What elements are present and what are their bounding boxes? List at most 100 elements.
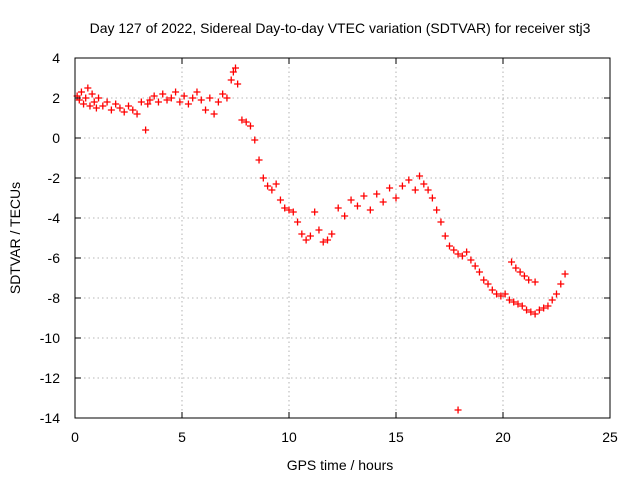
data-point xyxy=(512,264,520,272)
x-tick-label: 15 xyxy=(388,429,404,445)
data-point xyxy=(125,102,132,110)
data-point xyxy=(90,98,98,106)
data-point xyxy=(544,302,552,310)
y-tick-label: 0 xyxy=(52,130,60,146)
axis-ticks xyxy=(74,57,611,419)
data-point xyxy=(202,106,210,114)
data-point xyxy=(531,310,539,318)
data-points xyxy=(73,64,569,414)
data-point xyxy=(120,108,128,116)
data-point xyxy=(553,290,560,298)
x-tick-labels: 0 5 10 15 20 25 xyxy=(71,429,618,445)
data-point xyxy=(428,194,436,202)
data-point xyxy=(219,90,227,98)
data-point xyxy=(475,268,483,276)
data-point xyxy=(289,208,297,216)
data-point xyxy=(433,206,441,214)
data-point xyxy=(232,64,239,72)
grid xyxy=(75,58,610,418)
data-point xyxy=(77,88,85,96)
data-point xyxy=(353,202,361,210)
data-point xyxy=(264,182,272,190)
data-point xyxy=(311,208,319,216)
data-point xyxy=(315,226,323,234)
data-point xyxy=(302,236,310,244)
data-point xyxy=(306,232,314,240)
x-tick-label: 5 xyxy=(178,429,186,445)
data-point xyxy=(446,242,453,250)
data-point xyxy=(518,302,526,310)
data-point xyxy=(88,90,96,98)
data-point xyxy=(458,252,466,260)
data-point xyxy=(176,98,184,106)
data-point xyxy=(319,238,327,246)
data-point xyxy=(347,196,355,204)
data-point xyxy=(238,116,246,124)
data-point xyxy=(424,186,432,194)
data-point xyxy=(523,306,531,314)
data-point xyxy=(197,96,205,104)
data-point xyxy=(341,212,349,220)
data-point xyxy=(548,296,556,304)
data-point xyxy=(557,280,565,288)
data-point xyxy=(210,110,218,118)
data-point xyxy=(497,292,505,300)
data-point xyxy=(133,110,141,118)
data-point xyxy=(259,174,267,182)
data-point xyxy=(163,96,171,104)
data-point xyxy=(189,94,197,102)
y-tick-label: -2 xyxy=(48,170,61,186)
data-point xyxy=(150,92,158,100)
y-axis-label: SDTVAR / TECUs xyxy=(7,182,23,294)
data-point xyxy=(276,196,284,204)
data-point xyxy=(246,122,254,130)
data-point xyxy=(137,98,145,106)
data-point xyxy=(386,184,394,192)
data-point xyxy=(234,80,242,88)
data-point xyxy=(366,206,374,214)
data-point xyxy=(272,180,280,188)
data-point xyxy=(193,88,201,96)
data-point xyxy=(206,94,214,102)
data-point xyxy=(471,262,479,270)
data-point xyxy=(184,100,192,108)
data-point xyxy=(146,96,154,104)
y-tick-labels: -14 -12 -10 -8 -6 -4 -2 0 2 4 xyxy=(40,50,60,426)
y-tick-label: -12 xyxy=(40,370,60,386)
x-tick-label: 20 xyxy=(495,429,511,445)
data-point xyxy=(103,98,111,106)
data-point xyxy=(334,204,342,212)
data-point xyxy=(84,84,92,92)
y-tick-label: 4 xyxy=(52,50,60,66)
data-point xyxy=(144,100,152,108)
data-point xyxy=(398,182,406,190)
data-point xyxy=(510,298,518,306)
data-point xyxy=(467,256,475,264)
data-point xyxy=(294,218,302,226)
data-point xyxy=(514,300,522,308)
data-point xyxy=(360,192,368,200)
data-point xyxy=(525,276,533,284)
y-tick-label: -8 xyxy=(48,290,61,306)
data-point xyxy=(95,94,103,102)
data-point xyxy=(112,100,120,108)
y-tick-label: -14 xyxy=(40,410,60,426)
data-point xyxy=(86,102,94,110)
chart-title: Day 127 of 2022, Sidereal Day-to-day VTE… xyxy=(90,20,591,36)
data-point xyxy=(450,246,458,254)
data-point xyxy=(268,186,276,194)
data-point xyxy=(527,308,535,316)
data-point xyxy=(480,276,488,284)
data-point xyxy=(242,118,250,126)
data-point xyxy=(107,106,115,114)
data-point xyxy=(154,98,162,106)
data-point xyxy=(484,280,492,288)
data-point xyxy=(531,278,539,286)
data-point xyxy=(493,290,501,298)
data-point xyxy=(411,186,419,194)
data-point xyxy=(405,176,413,184)
data-point xyxy=(392,194,400,202)
data-point xyxy=(180,92,188,100)
plot-frame xyxy=(74,57,611,419)
data-point xyxy=(298,230,306,238)
